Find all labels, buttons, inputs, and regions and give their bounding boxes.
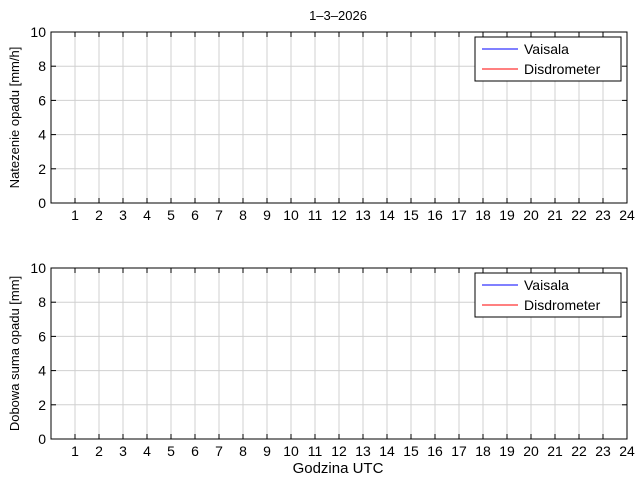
x-tick-label: 1	[71, 443, 79, 459]
legend-label: Disdrometer	[524, 297, 601, 313]
y-axis-label: Dobowa suma opadu [mm]	[7, 276, 22, 431]
x-tick-label: 10	[283, 207, 299, 223]
legend-label: Disdrometer	[524, 61, 601, 77]
x-tick-label: 24	[619, 443, 635, 459]
x-tick-label: 21	[547, 443, 563, 459]
x-tick-label: 9	[263, 443, 271, 459]
x-tick-label: 17	[451, 207, 467, 223]
x-tick-label: 11	[308, 207, 323, 223]
x-tick-label: 14	[379, 443, 395, 459]
y-tick-label: 8	[38, 294, 46, 310]
legend-box	[474, 272, 622, 318]
y-tick-label: 0	[38, 431, 46, 447]
y-axis-label: Natezenie opadu [mm/h]	[7, 47, 22, 189]
x-tick-label: 21	[547, 207, 563, 223]
x-tick-label: 4	[143, 207, 151, 223]
x-tick-label: 16	[427, 207, 443, 223]
legend: Vaisala Disdrometer	[474, 272, 622, 318]
x-tick-label: 20	[523, 443, 539, 459]
x-axis-label: Godzina UTC	[293, 460, 384, 477]
y-tick-label: 10	[30, 24, 46, 40]
legend-label: Vaisala	[524, 41, 569, 57]
x-tick-label: 2	[95, 443, 103, 459]
y-tick-label: 2	[38, 161, 46, 177]
y-tick-label: 8	[38, 58, 46, 74]
x-tick-label: 13	[355, 207, 371, 223]
x-tick-label: 7	[215, 443, 223, 459]
x-tick-label: 11	[308, 443, 323, 459]
x-tick-label: 1	[71, 207, 79, 223]
x-tick-label: 10	[283, 443, 299, 459]
x-tick-label: 24	[619, 207, 635, 223]
x-tick-label: 22	[571, 443, 587, 459]
x-tick-label: 18	[475, 443, 491, 459]
x-tick-label: 12	[331, 207, 347, 223]
x-tick-label: 3	[119, 207, 127, 223]
x-tick-label: 13	[355, 443, 371, 459]
y-tick-label: 10	[30, 260, 46, 276]
x-tick-label: 8	[239, 443, 247, 459]
x-tick-label: 9	[263, 207, 271, 223]
chart-panel-1: 1 2 3 4 5 6 7 8 9 10 11 12 13 14 15 16 17 18 19 20 21 22 23 240…	[7, 24, 635, 223]
y-tick-label: 6	[38, 92, 46, 108]
y-tick-label: 6	[38, 328, 46, 344]
x-tick-label: 17	[451, 443, 467, 459]
legend: Vaisala Disdrometer	[474, 36, 622, 82]
x-tick-label: 5	[167, 443, 175, 459]
x-tick-label: 3	[119, 443, 127, 459]
y-tick-label: 0	[38, 195, 46, 211]
x-tick-label: 7	[215, 207, 223, 223]
x-tick-label: 6	[191, 443, 199, 459]
x-tick-label: 18	[475, 207, 491, 223]
x-tick-label: 2	[95, 207, 103, 223]
x-tick-label: 14	[379, 207, 395, 223]
y-tick-label: 4	[38, 363, 46, 379]
x-tick-label: 5	[167, 207, 175, 223]
chart-panel-2: 1 2 3 4 5 6 7 8 9 10 11 12 13 14 15 16 17 18 19 20 21 22 23 240…	[7, 260, 635, 459]
x-tick-label: 22	[571, 207, 587, 223]
x-tick-label: 4	[143, 443, 151, 459]
x-tick-label: 15	[403, 207, 419, 223]
x-tick-label: 19	[499, 207, 515, 223]
legend-box	[474, 36, 622, 82]
x-tick-label: 12	[331, 443, 347, 459]
x-tick-label: 16	[427, 443, 443, 459]
y-tick-label: 2	[38, 397, 46, 413]
x-tick-label: 23	[595, 207, 611, 223]
x-tick-label: 20	[523, 207, 539, 223]
x-tick-label: 15	[403, 443, 419, 459]
x-tick-label: 23	[595, 443, 611, 459]
legend-label: Vaisala	[524, 277, 569, 293]
y-tick-label: 4	[38, 127, 46, 143]
chart-title: 1–3–2026	[309, 8, 367, 23]
x-tick-label: 6	[191, 207, 199, 223]
x-tick-label: 8	[239, 207, 247, 223]
x-tick-label: 19	[499, 443, 515, 459]
